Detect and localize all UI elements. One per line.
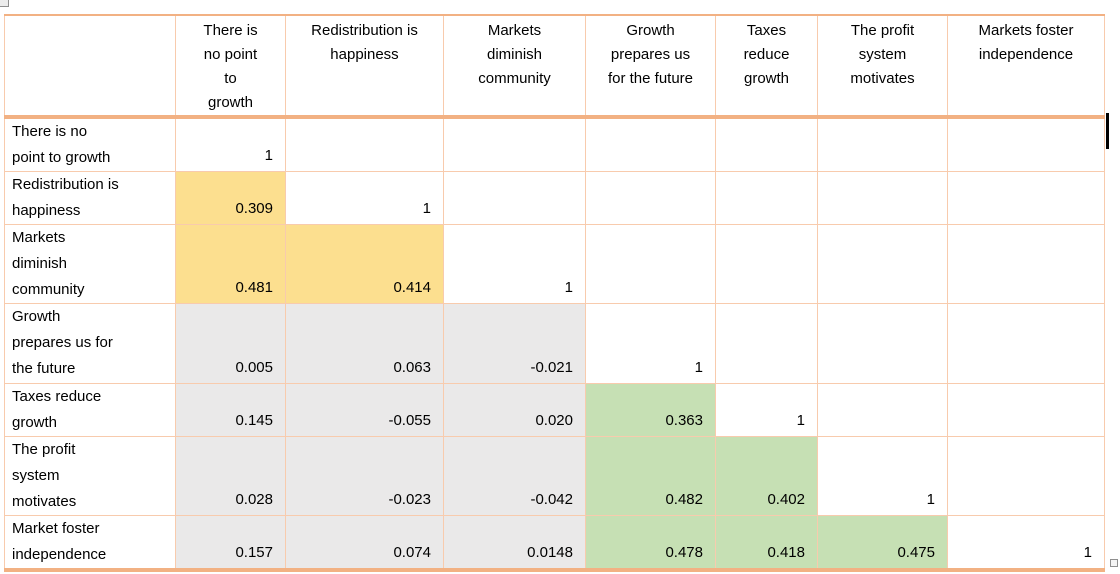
value-cell[interactable]: [443, 171, 586, 225]
table-row: Redistribution is happiness 0.309 1: [4, 171, 1105, 225]
column-header[interactable]: Taxes reduce growth: [715, 14, 818, 119]
value-cell[interactable]: 0.418: [715, 515, 818, 571]
column-header-label: Taxes reduce growth: [743, 22, 790, 87]
value-cell[interactable]: 0.481: [175, 224, 286, 304]
value-cell[interactable]: [947, 171, 1105, 225]
correlation-table: There is no point to growth Redistributio…: [4, 14, 1105, 572]
value-cell[interactable]: 0.402: [715, 436, 818, 516]
value-cell[interactable]: -0.023: [285, 436, 444, 516]
value-cell[interactable]: -0.042: [443, 436, 586, 516]
row-header-label: Taxes reduce growth: [12, 388, 102, 431]
row-header[interactable]: Taxes reduce growth: [4, 383, 176, 437]
value-cell[interactable]: [947, 303, 1105, 384]
value-cell[interactable]: [947, 116, 1105, 172]
row-header[interactable]: Market foster independence: [4, 515, 176, 571]
value-cell[interactable]: 0.063: [285, 303, 444, 384]
row-header[interactable]: Markets diminish community: [4, 224, 176, 304]
value-cell[interactable]: 1: [585, 303, 716, 384]
column-header[interactable]: The profit system motivates: [817, 14, 948, 119]
value-cell[interactable]: [585, 224, 716, 304]
value-cell[interactable]: [817, 171, 948, 225]
value-cell[interactable]: [715, 224, 818, 304]
column-header[interactable]: Redistribution is happiness: [285, 14, 444, 119]
row-header-label: Growth prepares us for the future: [12, 308, 113, 377]
value-cell[interactable]: 0.145: [175, 383, 286, 437]
table-row: Market foster independence 0.157 0.074 0.01…: [4, 515, 1105, 571]
table-row: Taxes reduce growth 0.145 -0.055 0.020 0.363…: [4, 383, 1105, 437]
value-cell[interactable]: 0.020: [443, 383, 586, 437]
column-header-label: Redistribution is happiness: [311, 22, 418, 63]
value-cell[interactable]: 0.478: [585, 515, 716, 571]
row-header-label: Markets diminish community: [12, 229, 85, 298]
row-header-label: Market foster independence: [12, 520, 107, 563]
text-cursor: [1106, 113, 1109, 149]
table-body: There is no point to growth 1 Redistributi…: [4, 116, 1105, 571]
resize-handle-icon[interactable]: [1110, 559, 1118, 567]
table-row: The profit system motivates 0.028 -0.023 -0…: [4, 436, 1105, 516]
row-header-label: Redistribution is happiness: [12, 176, 119, 219]
value-cell[interactable]: 1: [285, 171, 444, 225]
row-header-label: The profit system motivates: [12, 441, 77, 510]
value-cell[interactable]: [817, 224, 948, 304]
value-cell[interactable]: [715, 171, 818, 225]
column-header-label: There is no point to growth: [203, 22, 258, 111]
row-header[interactable]: Growth prepares us for the future: [4, 303, 176, 384]
value-cell[interactable]: [585, 171, 716, 225]
row-header[interactable]: Redistribution is happiness: [4, 171, 176, 225]
column-header[interactable]: Growth prepares us for the future: [585, 14, 716, 119]
table-row: There is no point to growth 1: [4, 116, 1105, 172]
row-header[interactable]: There is no point to growth: [4, 116, 176, 172]
value-cell[interactable]: 0.309: [175, 171, 286, 225]
value-cell[interactable]: [285, 116, 444, 172]
value-cell[interactable]: [715, 303, 818, 384]
corner-cell[interactable]: [4, 14, 176, 119]
row-header[interactable]: The profit system motivates: [4, 436, 176, 516]
row-header-label: There is no point to growth: [12, 123, 111, 166]
value-cell[interactable]: [947, 436, 1105, 516]
value-cell[interactable]: 1: [817, 436, 948, 516]
header-row: There is no point to growth Redistributio…: [4, 14, 1105, 119]
column-header-label: Growth prepares us for the future: [607, 22, 694, 87]
value-cell[interactable]: [715, 116, 818, 172]
value-cell[interactable]: 0.482: [585, 436, 716, 516]
column-header[interactable]: There is no point to growth: [175, 14, 286, 119]
value-cell[interactable]: [585, 116, 716, 172]
value-cell[interactable]: [947, 224, 1105, 304]
column-header-label: The profit system motivates: [850, 22, 915, 87]
value-cell[interactable]: [817, 116, 948, 172]
object-anchor-icon: [0, 0, 9, 7]
value-cell[interactable]: 1: [175, 116, 286, 172]
value-cell[interactable]: 0.363: [585, 383, 716, 437]
table-row: Markets diminish community 0.481 0.414 1: [4, 224, 1105, 304]
value-cell[interactable]: 0.414: [285, 224, 444, 304]
table-row: Growth prepares us for the future 0.005 0.…: [4, 303, 1105, 384]
value-cell[interactable]: -0.021: [443, 303, 586, 384]
value-cell[interactable]: [947, 383, 1105, 437]
value-cell[interactable]: 0.0148: [443, 515, 586, 571]
value-cell[interactable]: 0.028: [175, 436, 286, 516]
value-cell[interactable]: 1: [443, 224, 586, 304]
value-cell[interactable]: [817, 303, 948, 384]
value-cell[interactable]: 0.005: [175, 303, 286, 384]
value-cell[interactable]: 0.475: [817, 515, 948, 571]
value-cell[interactable]: [817, 383, 948, 437]
value-cell[interactable]: 0.157: [175, 515, 286, 571]
column-header[interactable]: Markets diminish community: [443, 14, 586, 119]
value-cell[interactable]: -0.055: [285, 383, 444, 437]
value-cell[interactable]: 0.074: [285, 515, 444, 571]
value-cell[interactable]: [443, 116, 586, 172]
column-header-label: Markets foster independence: [978, 22, 1074, 63]
value-cell[interactable]: 1: [947, 515, 1105, 571]
column-header-label: Markets diminish community: [478, 22, 551, 87]
value-cell[interactable]: 1: [715, 383, 818, 437]
column-header[interactable]: Markets foster independence: [947, 14, 1105, 119]
